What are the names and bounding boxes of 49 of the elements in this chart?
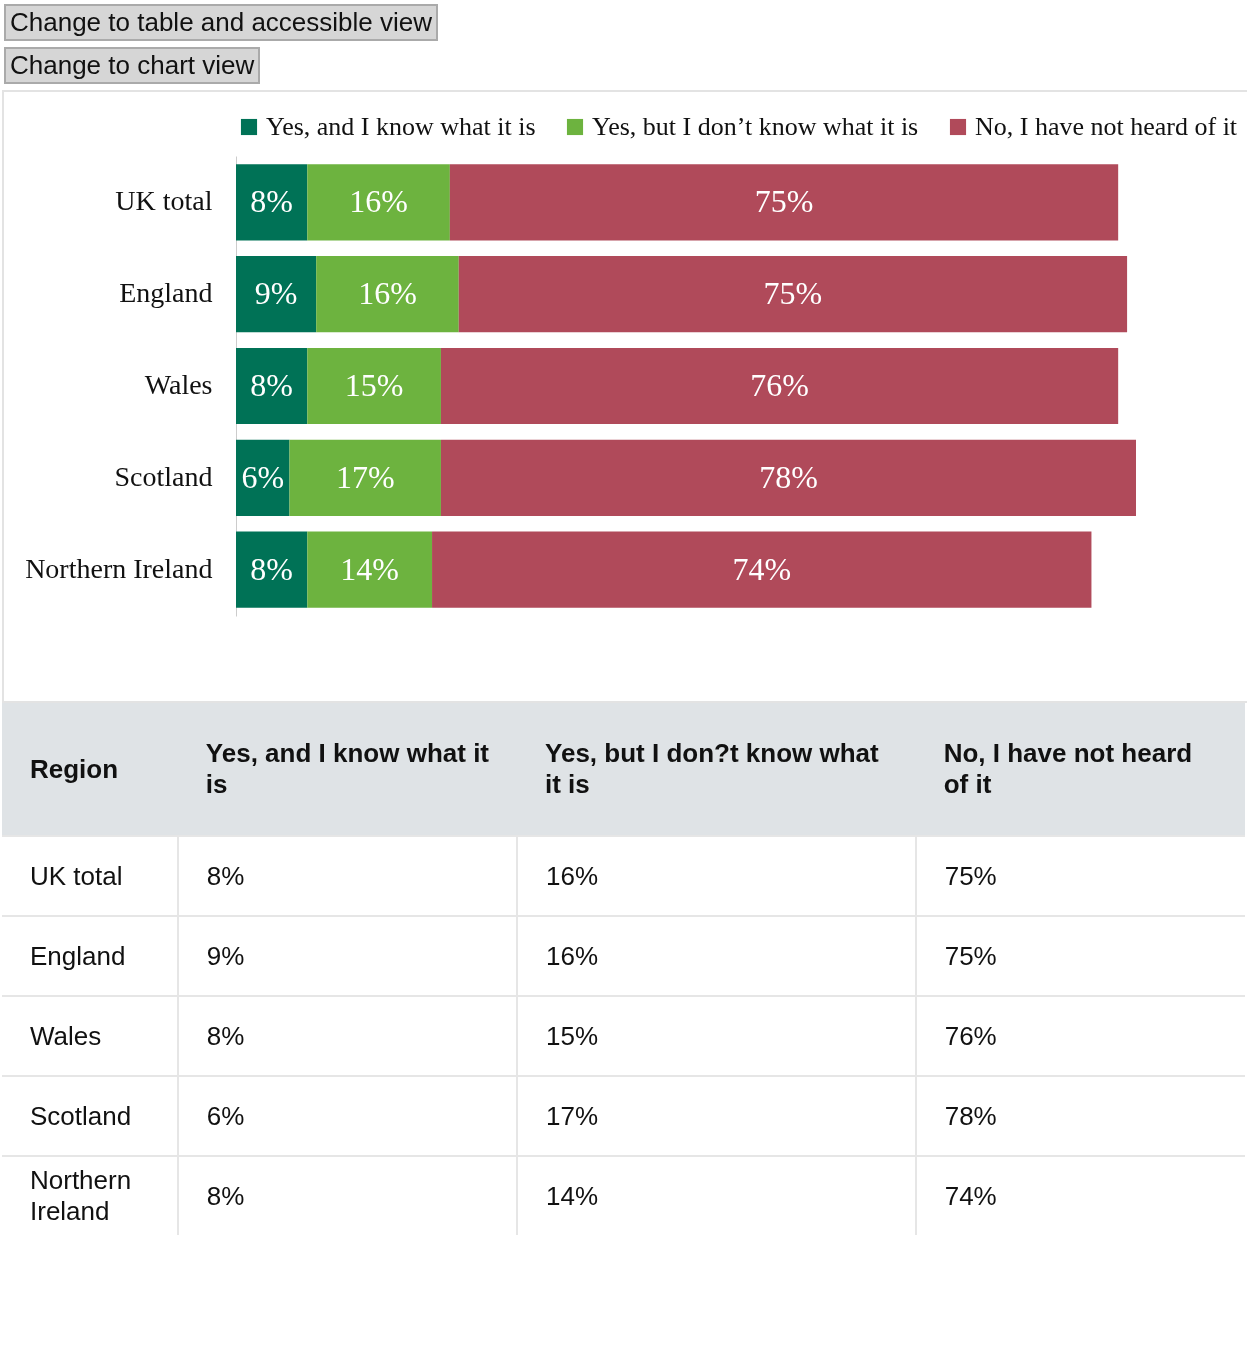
text: Yes, but I don?t know what it is [517, 703, 916, 836]
text: 8% [206, 860, 245, 891]
text: 16% [546, 940, 599, 971]
data-label: 17% [335, 458, 395, 495]
text: Yes, and I know what it is [177, 703, 518, 836]
data-label: 14% [340, 550, 399, 587]
text: 15% [546, 1020, 599, 1051]
text: 6% [206, 1100, 245, 1131]
data-label: 9% [254, 275, 298, 312]
data-label: 16% [349, 183, 408, 220]
data-label: 75% [754, 183, 814, 220]
y-tick-label: Northern Ireland [25, 552, 213, 584]
text: 9% [206, 940, 245, 971]
category-label: Scotland [30, 1100, 132, 1131]
data-label: 74% [732, 550, 792, 587]
y-tick-label: England [119, 277, 213, 309]
text: 16% [546, 860, 599, 891]
data-label: 6% [241, 458, 285, 495]
y-tick-label: UK total [115, 185, 213, 217]
data-label: 75% [763, 275, 823, 312]
data-label: 15% [344, 367, 404, 403]
data-label: 8% [250, 550, 293, 587]
text: Change to table and accessible view [4, 4, 439, 41]
data-label: 78% [759, 458, 818, 495]
category-label: England [30, 940, 126, 971]
y-tick-label: Scotland [114, 460, 213, 492]
text: 74% [944, 1180, 997, 1211]
text: 76% [944, 1020, 997, 1051]
data-label: 8% [250, 183, 293, 220]
category-label: UK total [30, 860, 123, 891]
category-label: Northern Ireland [30, 1165, 132, 1226]
text: No, I have not heard of it [915, 703, 1245, 836]
legend-label: No, I have not heard of it [975, 112, 1238, 141]
text: 75% [944, 860, 997, 891]
legend-label: Yes, but I don’t know what it is [592, 112, 919, 141]
text: 75% [944, 940, 997, 971]
data-label: 76% [750, 367, 809, 403]
text: 14% [546, 1180, 599, 1211]
legend-label: Yes, and I know what it is [266, 112, 536, 141]
data-label: 16% [358, 275, 417, 312]
category-label: Wales [30, 1020, 102, 1051]
text: 8% [206, 1020, 245, 1051]
y-tick-label: Wales [144, 369, 213, 400]
text: 78% [944, 1100, 997, 1131]
text: Region [2, 703, 178, 836]
text: 8% [206, 1180, 245, 1211]
text: Change to chart view [4, 47, 261, 84]
data-label: 8% [250, 367, 293, 403]
text: 17% [546, 1100, 599, 1131]
